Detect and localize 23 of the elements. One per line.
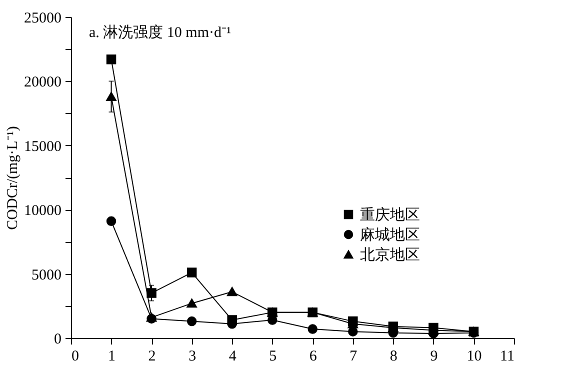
legend-label: 北京地区 (360, 246, 420, 264)
x-tick-label: 2 (148, 348, 156, 364)
x-tick-label: 8 (390, 348, 398, 364)
y-axis-title: CODCr/(mg·L⁻¹) (5, 126, 21, 230)
x-tick-label: 1 (108, 348, 116, 364)
x-tick-label: 3 (188, 348, 196, 364)
x-tick-label: 10 (466, 348, 482, 364)
x-tick-label: 7 (350, 348, 358, 364)
y-tick-label: 5000 (32, 267, 62, 284)
y-tick-label: 25000 (24, 10, 62, 26)
y-tick-label: 10000 (24, 203, 62, 220)
text: a. 淋洗强度 10 mm·d⁻¹ (89, 24, 231, 41)
x-tick-label: 0 (72, 348, 79, 364)
legend-label: 麻城地区 (360, 226, 420, 244)
y-tick-label: 20000 (24, 74, 62, 91)
x-tick-label: 5 (269, 348, 277, 364)
y-tick-label: 15000 (24, 138, 62, 155)
x-tick-label: 9 (430, 348, 438, 364)
x-tick-label: 4 (228, 348, 237, 364)
legend-label: 重庆地区 (360, 206, 420, 224)
x-tick-label: 6 (309, 348, 318, 364)
x-tick-label: 11 (500, 348, 514, 364)
y-tick-label: 0 (54, 332, 62, 348)
